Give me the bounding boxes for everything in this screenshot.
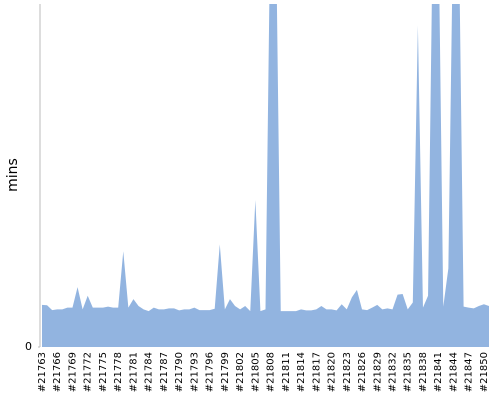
plot-area	[42, 4, 489, 347]
area	[42, 4, 489, 347]
x-tick-label: #21787	[159, 352, 170, 392]
y-tick-label: 0	[25, 340, 32, 353]
x-tick-label: #21829	[372, 352, 383, 392]
x-tick-label: #21847	[464, 352, 475, 392]
x-tick-label: #21808	[266, 352, 277, 392]
x-tick-label: #21838	[418, 352, 429, 392]
x-tick-label: #21766	[52, 352, 63, 392]
x-tick-label: #21814	[296, 352, 307, 392]
x-tick-label: #21817	[311, 352, 322, 392]
x-tick-label: #21769	[67, 352, 78, 392]
x-tick-label: #21793	[189, 352, 200, 392]
x-tick-label: #21790	[174, 352, 185, 392]
x-tick-label: #21832	[387, 352, 398, 392]
x-tick-label: #21835	[403, 352, 414, 392]
x-tick-label: #21781	[128, 352, 139, 392]
x-tick-label: #21826	[357, 352, 368, 392]
x-tick-label: #21763	[37, 352, 48, 392]
x-tick-label: #21811	[281, 352, 292, 392]
x-tick-label: #21796	[205, 352, 216, 392]
x-tick-label: #21805	[250, 352, 261, 392]
x-tick-label: #21841	[433, 352, 444, 392]
x-tick-label: #21850	[479, 352, 490, 392]
x-tick-label: #21799	[220, 352, 231, 392]
x-tick-label: #21802	[235, 352, 246, 392]
y-axis-label: mins	[5, 158, 21, 192]
x-tick-label: #21820	[327, 352, 338, 392]
x-tick-label: #21844	[448, 352, 459, 392]
x-tick-label: #21775	[98, 352, 109, 392]
x-tick-label: #21823	[342, 352, 353, 392]
x-tick-label: #21778	[113, 352, 124, 392]
x-tick-label: #21784	[144, 352, 155, 392]
x-tick-label: #21772	[83, 352, 94, 392]
